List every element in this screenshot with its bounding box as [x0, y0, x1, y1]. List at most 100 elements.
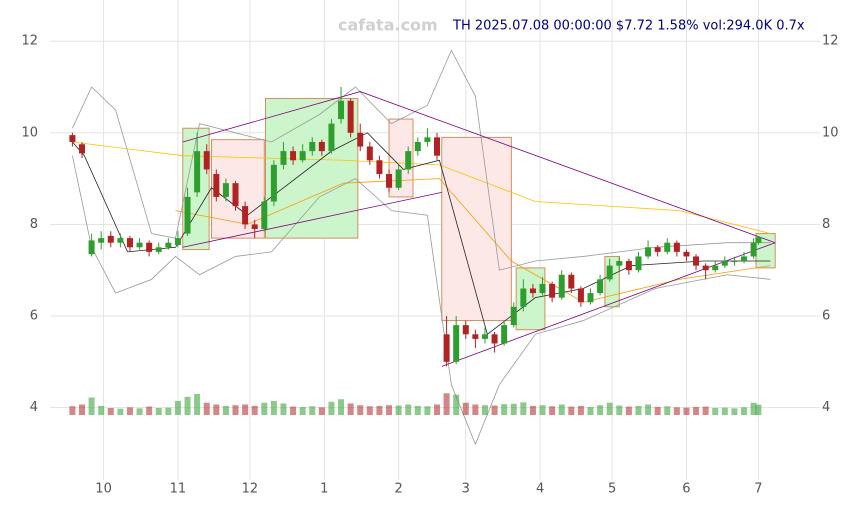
candle-body [126, 238, 133, 248]
volume-bar [577, 405, 584, 415]
candle-body [328, 123, 335, 152]
volume-bar [693, 406, 700, 415]
x-tick-label: 1 [320, 482, 328, 497]
y-tick-label-right: 12 [822, 34, 839, 49]
candle-body [280, 151, 287, 165]
volume-bar [453, 394, 460, 415]
volume-bar [645, 404, 652, 415]
volume-bar [558, 404, 565, 415]
indicator-line [182, 191, 442, 248]
candle-body [318, 141, 325, 152]
volume-bar [529, 405, 536, 415]
volume-bar [184, 396, 191, 415]
candle-body [88, 240, 95, 255]
volume-bar [203, 402, 210, 415]
volume-bar [755, 404, 762, 415]
volume-bar [414, 405, 421, 415]
x-tick-label: 6 [682, 482, 690, 497]
volume-bar [491, 405, 498, 415]
volume-bar [568, 406, 575, 415]
volume-bar [654, 406, 661, 415]
volume-bar [625, 406, 632, 415]
candle-body [405, 151, 412, 170]
candle-body [386, 174, 393, 188]
candle-body [222, 183, 229, 197]
candle-body [347, 100, 354, 133]
candle-body [194, 151, 201, 193]
volume-bar [741, 407, 748, 415]
candle-body [529, 288, 536, 294]
chart-title: TH 2025.07.08 00:00:00 $7.72 1.58% vol:2… [452, 19, 805, 34]
candle-body [597, 279, 604, 294]
candle-body [69, 135, 76, 142]
y-tick-label-right: 10 [822, 125, 839, 140]
volume-bar [616, 405, 623, 415]
candle-body [539, 283, 546, 294]
candle-body [107, 235, 114, 243]
volume-bar [702, 406, 709, 415]
volume-bar [107, 408, 114, 415]
candle-body [664, 242, 671, 252]
volume-bar [520, 402, 527, 415]
volume-bar [270, 401, 277, 415]
candle-body [136, 242, 143, 248]
candle-body [741, 256, 748, 262]
volume-bar [251, 405, 258, 415]
candle-body [251, 224, 258, 229]
volume-bar [69, 406, 76, 415]
volume-bar [328, 401, 335, 415]
x-tick-label: 11 [170, 482, 187, 497]
candle-body [299, 151, 306, 161]
candle-body [78, 144, 85, 154]
candle-body [165, 242, 172, 248]
volume-bar [366, 406, 373, 415]
candle-body [673, 242, 680, 252]
candle-body [654, 247, 661, 252]
volume-bar [721, 407, 728, 415]
volume-bar [194, 394, 201, 415]
candle-body [587, 293, 594, 303]
volume-bar [635, 405, 642, 415]
candle-body [270, 164, 277, 202]
candle-body [510, 306, 517, 326]
y-tick-label-right: 6 [822, 308, 830, 323]
y-tick-label: 8 [30, 217, 38, 232]
candle-body [693, 256, 700, 266]
volume-bar [606, 402, 613, 415]
volume-bar [462, 402, 469, 415]
candle-body [98, 238, 105, 243]
candle-body [501, 325, 508, 344]
volume-bar [126, 407, 133, 415]
candle-body [635, 256, 642, 271]
y-tick-label: 12 [21, 34, 38, 49]
volume-bar [338, 399, 345, 415]
candle-body [433, 137, 440, 156]
candle-body [549, 283, 556, 298]
candle-body [155, 247, 162, 252]
candle-body [755, 237, 762, 243]
volume-bar [481, 405, 488, 415]
candle-body [481, 334, 488, 339]
x-tick-label: 2 [394, 482, 402, 497]
indicator-line [441, 242, 776, 367]
volume-bar [155, 408, 162, 415]
candle-body [203, 151, 210, 170]
volume-bar [683, 407, 690, 415]
volume-bar [165, 407, 172, 415]
candle-body [184, 196, 191, 234]
volume-bar [347, 403, 354, 415]
candle-body [558, 274, 565, 298]
x-tick-label: 4 [536, 482, 544, 497]
x-tick-label: 5 [608, 482, 616, 497]
volume-bar [731, 408, 738, 415]
candle-body [376, 160, 383, 175]
candle-body [443, 334, 450, 362]
candle-body [290, 151, 297, 161]
candle-body [395, 169, 402, 188]
volume-bar [117, 408, 124, 415]
volume-bar [549, 406, 556, 415]
volume-bar [597, 405, 604, 415]
volume-bar [433, 404, 440, 415]
